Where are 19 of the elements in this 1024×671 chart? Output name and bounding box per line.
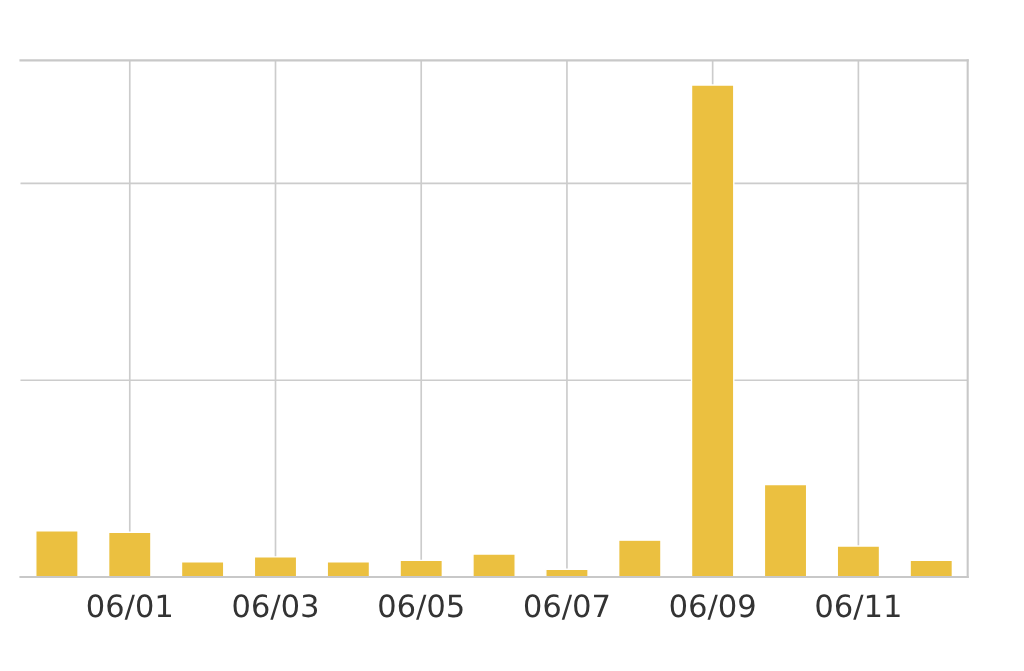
x-tick-label: 06/03 xyxy=(233,594,318,620)
bar xyxy=(472,553,516,578)
bar xyxy=(617,539,662,578)
bar xyxy=(107,531,152,578)
bar xyxy=(690,84,735,578)
bar xyxy=(326,561,371,578)
x-tick-label: 06/09 xyxy=(670,594,755,620)
x-tick-label: 06/07 xyxy=(524,594,609,620)
bar xyxy=(763,483,808,578)
x-tick-label: 06/05 xyxy=(379,594,463,620)
bar xyxy=(253,556,298,578)
bar xyxy=(836,545,881,578)
bar xyxy=(180,561,225,578)
bar xyxy=(909,559,954,578)
x-tick-label: 06/11 xyxy=(816,594,900,620)
bar xyxy=(399,559,444,578)
bar xyxy=(545,568,589,578)
bar xyxy=(35,530,79,578)
x-tick-label: 06/01 xyxy=(87,594,171,620)
